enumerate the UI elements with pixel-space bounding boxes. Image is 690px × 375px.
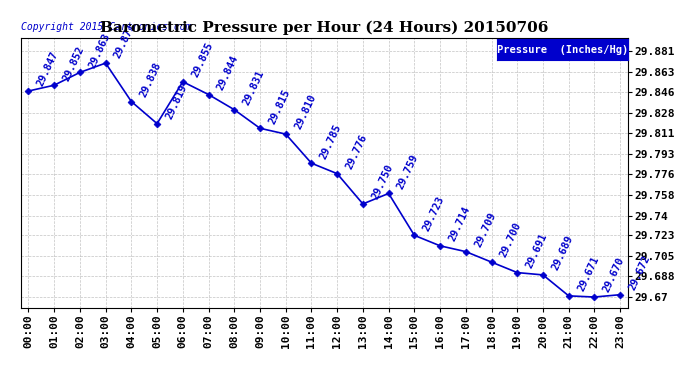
Text: Pressure  (Inches/Hg): Pressure (Inches/Hg): [497, 45, 628, 55]
Text: 29.723: 29.723: [422, 194, 446, 232]
Text: 29.847: 29.847: [35, 50, 60, 88]
Text: Copyright 2015 Cartronics.com: Copyright 2015 Cartronics.com: [21, 22, 191, 32]
Title: Barometric Pressure per Hour (24 Hours) 20150706: Barometric Pressure per Hour (24 Hours) …: [100, 21, 549, 35]
Text: 29.863: 29.863: [87, 32, 112, 70]
Text: 29.700: 29.700: [498, 221, 524, 260]
Text: 29.759: 29.759: [395, 153, 420, 190]
Text: 29.670: 29.670: [602, 256, 627, 294]
Text: 29.672: 29.672: [627, 254, 652, 292]
Text: 29.671: 29.671: [575, 255, 600, 293]
Text: 29.785: 29.785: [318, 122, 344, 160]
Text: 29.844: 29.844: [215, 54, 240, 92]
Text: 29.831: 29.831: [241, 69, 266, 107]
Text: 29.750: 29.750: [370, 163, 395, 201]
Text: 29.810: 29.810: [293, 93, 317, 131]
Text: 29.815: 29.815: [267, 87, 292, 126]
Text: 29.852: 29.852: [61, 44, 86, 82]
Text: 29.838: 29.838: [138, 60, 164, 99]
Text: 29.689: 29.689: [550, 234, 575, 272]
Text: 29.691: 29.691: [524, 232, 549, 270]
Text: 29.714: 29.714: [447, 205, 472, 243]
Text: 29.855: 29.855: [190, 41, 215, 79]
Text: 29.871: 29.871: [112, 22, 137, 60]
Text: 29.819: 29.819: [164, 82, 189, 121]
Text: 29.776: 29.776: [344, 133, 369, 171]
Text: 29.709: 29.709: [473, 211, 497, 249]
